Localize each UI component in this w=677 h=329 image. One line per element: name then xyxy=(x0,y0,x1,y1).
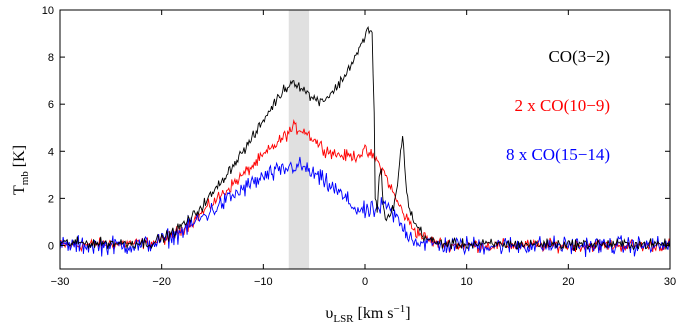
x-axis-title: υLSR [km s−1] xyxy=(325,303,410,325)
y-axis-symbol: T xyxy=(11,185,28,195)
x-tick-label-0: −30 xyxy=(51,276,70,288)
series-layer xyxy=(59,25,671,258)
y-axis-subscript: mb xyxy=(19,171,31,186)
y-tick-label-4: 8 xyxy=(48,52,54,64)
y-axis-unit: [K] xyxy=(11,145,28,171)
y-axis-title: Tmb [K] xyxy=(11,145,31,195)
x-axis-unit-pre: [km s xyxy=(354,305,394,322)
y-tick-label-1: 2 xyxy=(48,193,54,205)
y-tick-label-0: 0 xyxy=(48,240,54,252)
x-axis-subscript: LSR xyxy=(333,313,354,325)
y-tick-label-2: 4 xyxy=(48,146,54,158)
ticks-layer: −30 −20 −10 0 10 20 30 0 2 4 6 8 10 xyxy=(42,5,676,288)
x-tick-label-6: 30 xyxy=(664,276,676,288)
x-tick-label-1: −20 xyxy=(152,276,171,288)
x-axis-symbol: υ xyxy=(325,305,333,322)
legend-co-10-9: 2 x CO(10−9) xyxy=(514,96,610,115)
x-tick-label-4: 10 xyxy=(461,276,473,288)
y-tick-label-5: 10 xyxy=(42,5,54,17)
x-tick-label-2: −10 xyxy=(254,276,273,288)
y-tick-label-3: 6 xyxy=(48,99,54,111)
legend-co-3-2: CO(3−2) xyxy=(548,47,610,66)
legend-co-15-14: 8 x CO(15−14) xyxy=(506,145,610,164)
x-axis-unit-sup: −1 xyxy=(394,303,406,315)
series-line-2 xyxy=(59,156,671,258)
series-line-1 xyxy=(59,119,671,254)
series-line-0 xyxy=(59,25,671,251)
x-tick-label-3: 0 xyxy=(362,276,368,288)
shaded-velocity-band xyxy=(288,10,310,269)
x-axis-unit-post: ] xyxy=(405,305,410,322)
x-tick-label-5: 20 xyxy=(562,276,574,288)
